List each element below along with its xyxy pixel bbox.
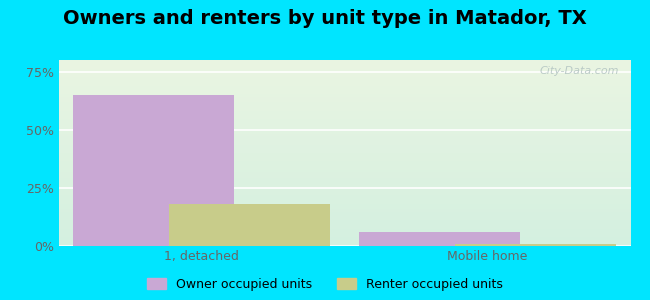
Legend: Owner occupied units, Renter occupied units: Owner occupied units, Renter occupied un…: [148, 278, 502, 291]
Bar: [73, 95, 233, 246]
Text: City-Data.com: City-Data.com: [540, 66, 619, 76]
Bar: [456, 244, 616, 246]
Text: Owners and renters by unit type in Matador, TX: Owners and renters by unit type in Matad…: [63, 9, 587, 28]
Bar: [170, 204, 330, 246]
Bar: [359, 232, 519, 246]
